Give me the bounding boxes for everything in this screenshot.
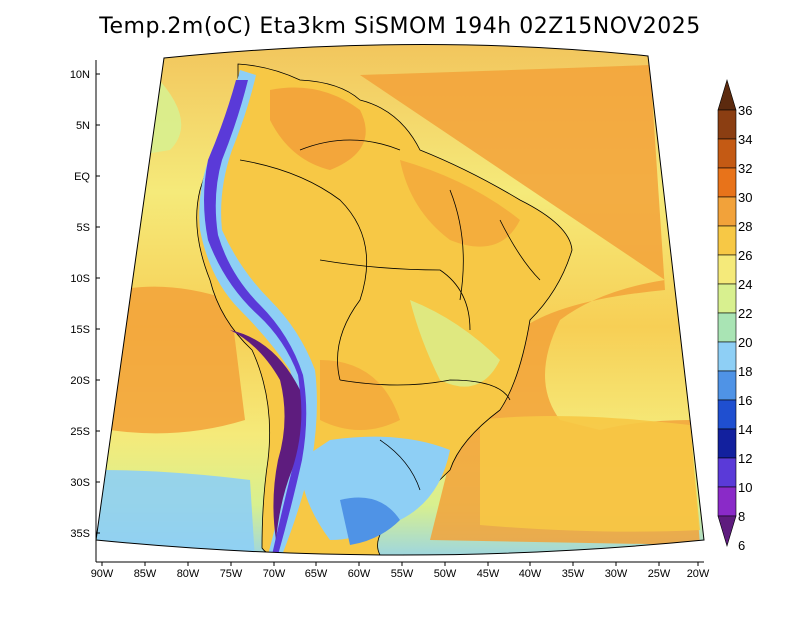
colorbar-swatch (717, 399, 737, 430)
south-brazil-cool-area (300, 436, 450, 540)
colorbar-swatch (717, 457, 737, 488)
colorbar-swatch (717, 486, 737, 517)
lat-label: 10N (70, 69, 90, 81)
lon-label: 85W (134, 568, 157, 580)
colorbar-swatch (717, 196, 737, 227)
lon-label: 70W (263, 568, 286, 580)
colorbar-top-arrow (717, 78, 737, 111)
lat-labels: 10N 5N EQ 5S 10S 15S 20S 25S 30S 35S (70, 69, 91, 540)
lat-label: 20S (70, 375, 90, 387)
uruguay-cold-area (340, 497, 400, 545)
lat-label: 35S (70, 528, 90, 540)
lon-label: 50W (434, 568, 457, 580)
country-borders (239, 139, 541, 491)
colorbar-label: 36 (738, 103, 752, 118)
lon-label: 20W (687, 568, 710, 580)
colorbar-label: 8 (738, 509, 745, 524)
colorbar-label: 30 (738, 190, 752, 205)
lon-label: 40W (519, 568, 542, 580)
pacific-cold-area (96, 470, 255, 555)
colorbar-swatch (717, 428, 737, 459)
chaco-hot-area (320, 360, 400, 430)
colorbar-bottom-arrow (717, 515, 737, 548)
lon-label: 25W (648, 568, 671, 580)
andes-coldest-band (230, 330, 302, 540)
lat-label: 15S (70, 324, 90, 336)
colorbar-swatch (717, 109, 737, 140)
colorbar-swatch (717, 167, 737, 198)
northeast-hot-area (400, 160, 520, 247)
venezuela-hot-area (270, 87, 366, 170)
lat-label: 5N (76, 120, 90, 132)
colorbar-swatch (717, 283, 737, 314)
lon-label: 35W (562, 568, 585, 580)
colorbar-label: 14 (738, 422, 752, 437)
lon-label: 65W (305, 568, 328, 580)
colorbar-swatch (717, 370, 737, 401)
colorbar-label: 34 (738, 132, 752, 147)
lon-labels: 90W 85W 80W 75W 70W 65W 60W 55W 50W 45W … (91, 568, 710, 580)
lon-label: 30W (605, 568, 628, 580)
map-title: Temp.2m(oC) Eta3km SiSMOM 194h 02Z15NOV2… (99, 14, 701, 39)
colorbar-label: 18 (738, 364, 752, 379)
pacific-warm-area (110, 286, 245, 434)
lon-label: 75W (220, 568, 243, 580)
lon-label: 45W (477, 568, 500, 580)
colorbar-swatch (717, 138, 737, 169)
colorbar-swatch (717, 341, 737, 372)
colorbar-label: 22 (738, 306, 752, 321)
lon-label: 90W (91, 568, 114, 580)
lat-label: 25S (70, 426, 90, 438)
colorbar-label: 10 (738, 480, 752, 495)
colorbar-label: 12 (738, 451, 752, 466)
colorbar-swatch (717, 225, 737, 256)
colorbar-label: 24 (738, 277, 752, 292)
lat-ticks (96, 73, 100, 534)
colorbar-label: 20 (738, 335, 752, 350)
lat-label: 30S (70, 477, 90, 489)
colorbar-label: 28 (738, 219, 752, 234)
colorbar-swatch (717, 312, 737, 343)
minas-mild-area (410, 300, 500, 387)
colorbar-swatch (717, 254, 737, 285)
lon-label: 80W (177, 568, 200, 580)
lat-label: 10S (70, 273, 90, 285)
atlantic-south-area (480, 416, 700, 532)
colorbar-label: 26 (738, 248, 752, 263)
colorbar: 36 34 32 30 28 26 24 22 20 18 16 14 12 10 8 6 (717, 78, 752, 553)
lon-label: 55W (391, 568, 414, 580)
colorbar-label: 16 (738, 393, 752, 408)
atlantic-warm-area (360, 65, 700, 545)
colorbar-label: 6 (738, 538, 745, 553)
colorbar-label: 32 (738, 161, 752, 176)
lat-label: EQ (74, 171, 90, 183)
map-field (96, 44, 704, 555)
lon-label: 60W (348, 568, 371, 580)
lon-ticks (101, 562, 699, 566)
map-frame (95, 43, 705, 556)
lat-label: 5S (77, 222, 90, 234)
